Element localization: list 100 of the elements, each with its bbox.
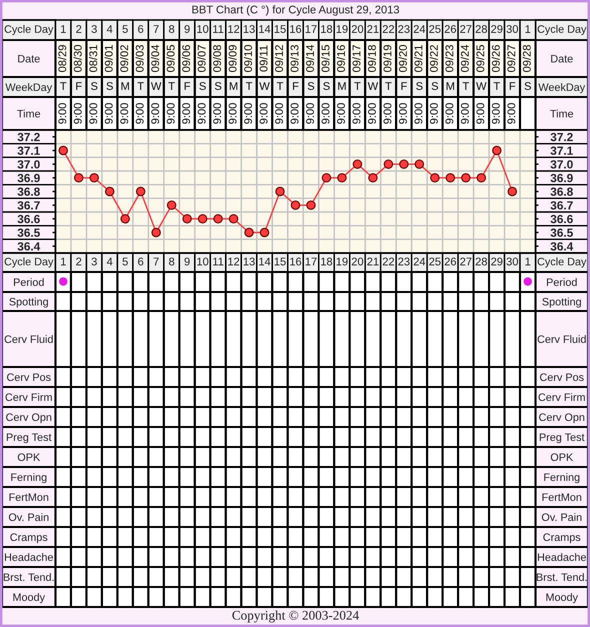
- text: 9:00: [352, 103, 360, 124]
- text: ●: [59, 277, 68, 286]
- x-tick-label: 29: [491, 25, 502, 33]
- text: 09/24: [460, 44, 469, 72]
- text: 09/19: [383, 45, 392, 72]
- x-tick-label: 5: [122, 25, 128, 33]
- x-tick-label: 22: [382, 258, 394, 266]
- text: 9:00: [198, 103, 206, 124]
- point: [228, 214, 238, 224]
- text: 09/04: [150, 44, 160, 72]
- point: [352, 159, 362, 169]
- text: 9:00: [384, 103, 392, 124]
- text: 9:00: [368, 103, 376, 124]
- x-tick-label: 28: [476, 25, 488, 33]
- text: 9:00: [460, 103, 469, 124]
- text: 08/30: [74, 45, 82, 72]
- y-tick-label: Ferning: [544, 473, 580, 484]
- text: 09/28: [522, 45, 531, 72]
- text: 09/03: [135, 45, 144, 72]
- x-tick-label: 12: [228, 25, 240, 33]
- text: 09/12: [274, 45, 283, 72]
- text: S: [91, 82, 98, 90]
- x-tick-label: 2: [76, 25, 82, 33]
- y-tick-label: 36.5: [18, 228, 40, 237]
- x-tick-label: 8: [169, 25, 174, 33]
- x-tick-label: 20: [352, 258, 364, 266]
- point: [260, 228, 270, 238]
- x-tick-label: 23: [398, 25, 410, 33]
- x-tick-label: 6: [138, 25, 144, 33]
- text: W: [259, 82, 270, 90]
- text: 09/08: [212, 45, 222, 72]
- x-tick-label: 16: [290, 25, 302, 33]
- x-tick-label: 6: [138, 258, 144, 266]
- x-tick-label: 1: [61, 25, 66, 33]
- x-tick-label: 14: [259, 258, 270, 266]
- x-tick-label: 17: [306, 258, 317, 266]
- text: T: [494, 82, 500, 90]
- text: T: [276, 82, 284, 90]
- text: 09/27: [507, 45, 516, 72]
- point: [136, 186, 146, 196]
- x-tick-label: 29: [491, 258, 502, 266]
- text: T: [462, 82, 469, 90]
- text: T: [138, 82, 144, 90]
- text: 9:00: [74, 103, 82, 124]
- text: 09/05: [166, 45, 175, 72]
- text: S: [106, 82, 113, 90]
- text: 9:00: [244, 103, 252, 124]
- point: [476, 173, 486, 183]
- text: S: [214, 82, 222, 90]
- text: 9:00: [120, 103, 128, 124]
- text: 9:00: [322, 103, 330, 124]
- x-tick-label: 13: [244, 258, 255, 266]
- text: 9:00: [414, 103, 422, 124]
- x-tick-label: 28: [476, 258, 488, 266]
- text: W: [368, 82, 378, 90]
- x-axis-title: Cycle Day: [4, 257, 54, 268]
- x-tick-label: 27: [460, 258, 472, 266]
- text: M: [338, 82, 346, 90]
- point: [384, 159, 394, 169]
- x-tick-label: 22: [382, 25, 394, 33]
- x-tick-label: 20: [352, 25, 364, 33]
- text: 09/02: [120, 45, 128, 72]
- y-tick-label: 37.1: [18, 146, 40, 155]
- point: [104, 186, 114, 196]
- text: 09/15: [321, 45, 330, 72]
- point: [290, 200, 300, 210]
- point: [89, 173, 99, 183]
- text: S: [323, 82, 330, 90]
- text: 9:00: [290, 103, 298, 124]
- text: 9:00: [58, 103, 66, 124]
- x-tick-label: 11: [213, 258, 224, 266]
- point: [182, 214, 192, 224]
- y-tick-label: Date: [551, 54, 573, 63]
- text: 09/18: [368, 45, 376, 72]
- y-tick-label: Cerv Pos: [540, 373, 584, 382]
- text: 9:00: [445, 103, 454, 124]
- text: 9:00: [166, 103, 175, 124]
- y-tick-label: Period: [546, 278, 577, 286]
- x-tick-label: 12: [228, 258, 240, 266]
- x-tick-label: 21: [367, 258, 379, 266]
- x-tick-label: 4: [106, 25, 112, 33]
- text: M: [121, 82, 129, 90]
- y-tick-label: Moody: [546, 593, 578, 604]
- text: 9:00: [306, 103, 314, 124]
- x-axis-title: Cycle Day: [4, 24, 54, 36]
- text: T: [246, 82, 252, 90]
- text: 9:00: [337, 103, 345, 124]
- point: [213, 214, 223, 224]
- y-tick-label: 37.0: [18, 160, 40, 169]
- text: 09/09: [228, 45, 237, 72]
- y-tick-label: Cerv Opn: [539, 413, 584, 424]
- y-tick-label: 36.7: [18, 201, 40, 210]
- x-tick-label: 26: [444, 258, 456, 266]
- point: [492, 146, 502, 156]
- x-tick-label: 18: [321, 258, 332, 266]
- text: T: [168, 82, 175, 90]
- y-tick-label: Preg Test: [540, 433, 584, 444]
- x-tick-label: 24: [414, 25, 426, 33]
- x-tick-label: 9: [184, 25, 190, 33]
- y-tick-label: Time: [550, 110, 574, 118]
